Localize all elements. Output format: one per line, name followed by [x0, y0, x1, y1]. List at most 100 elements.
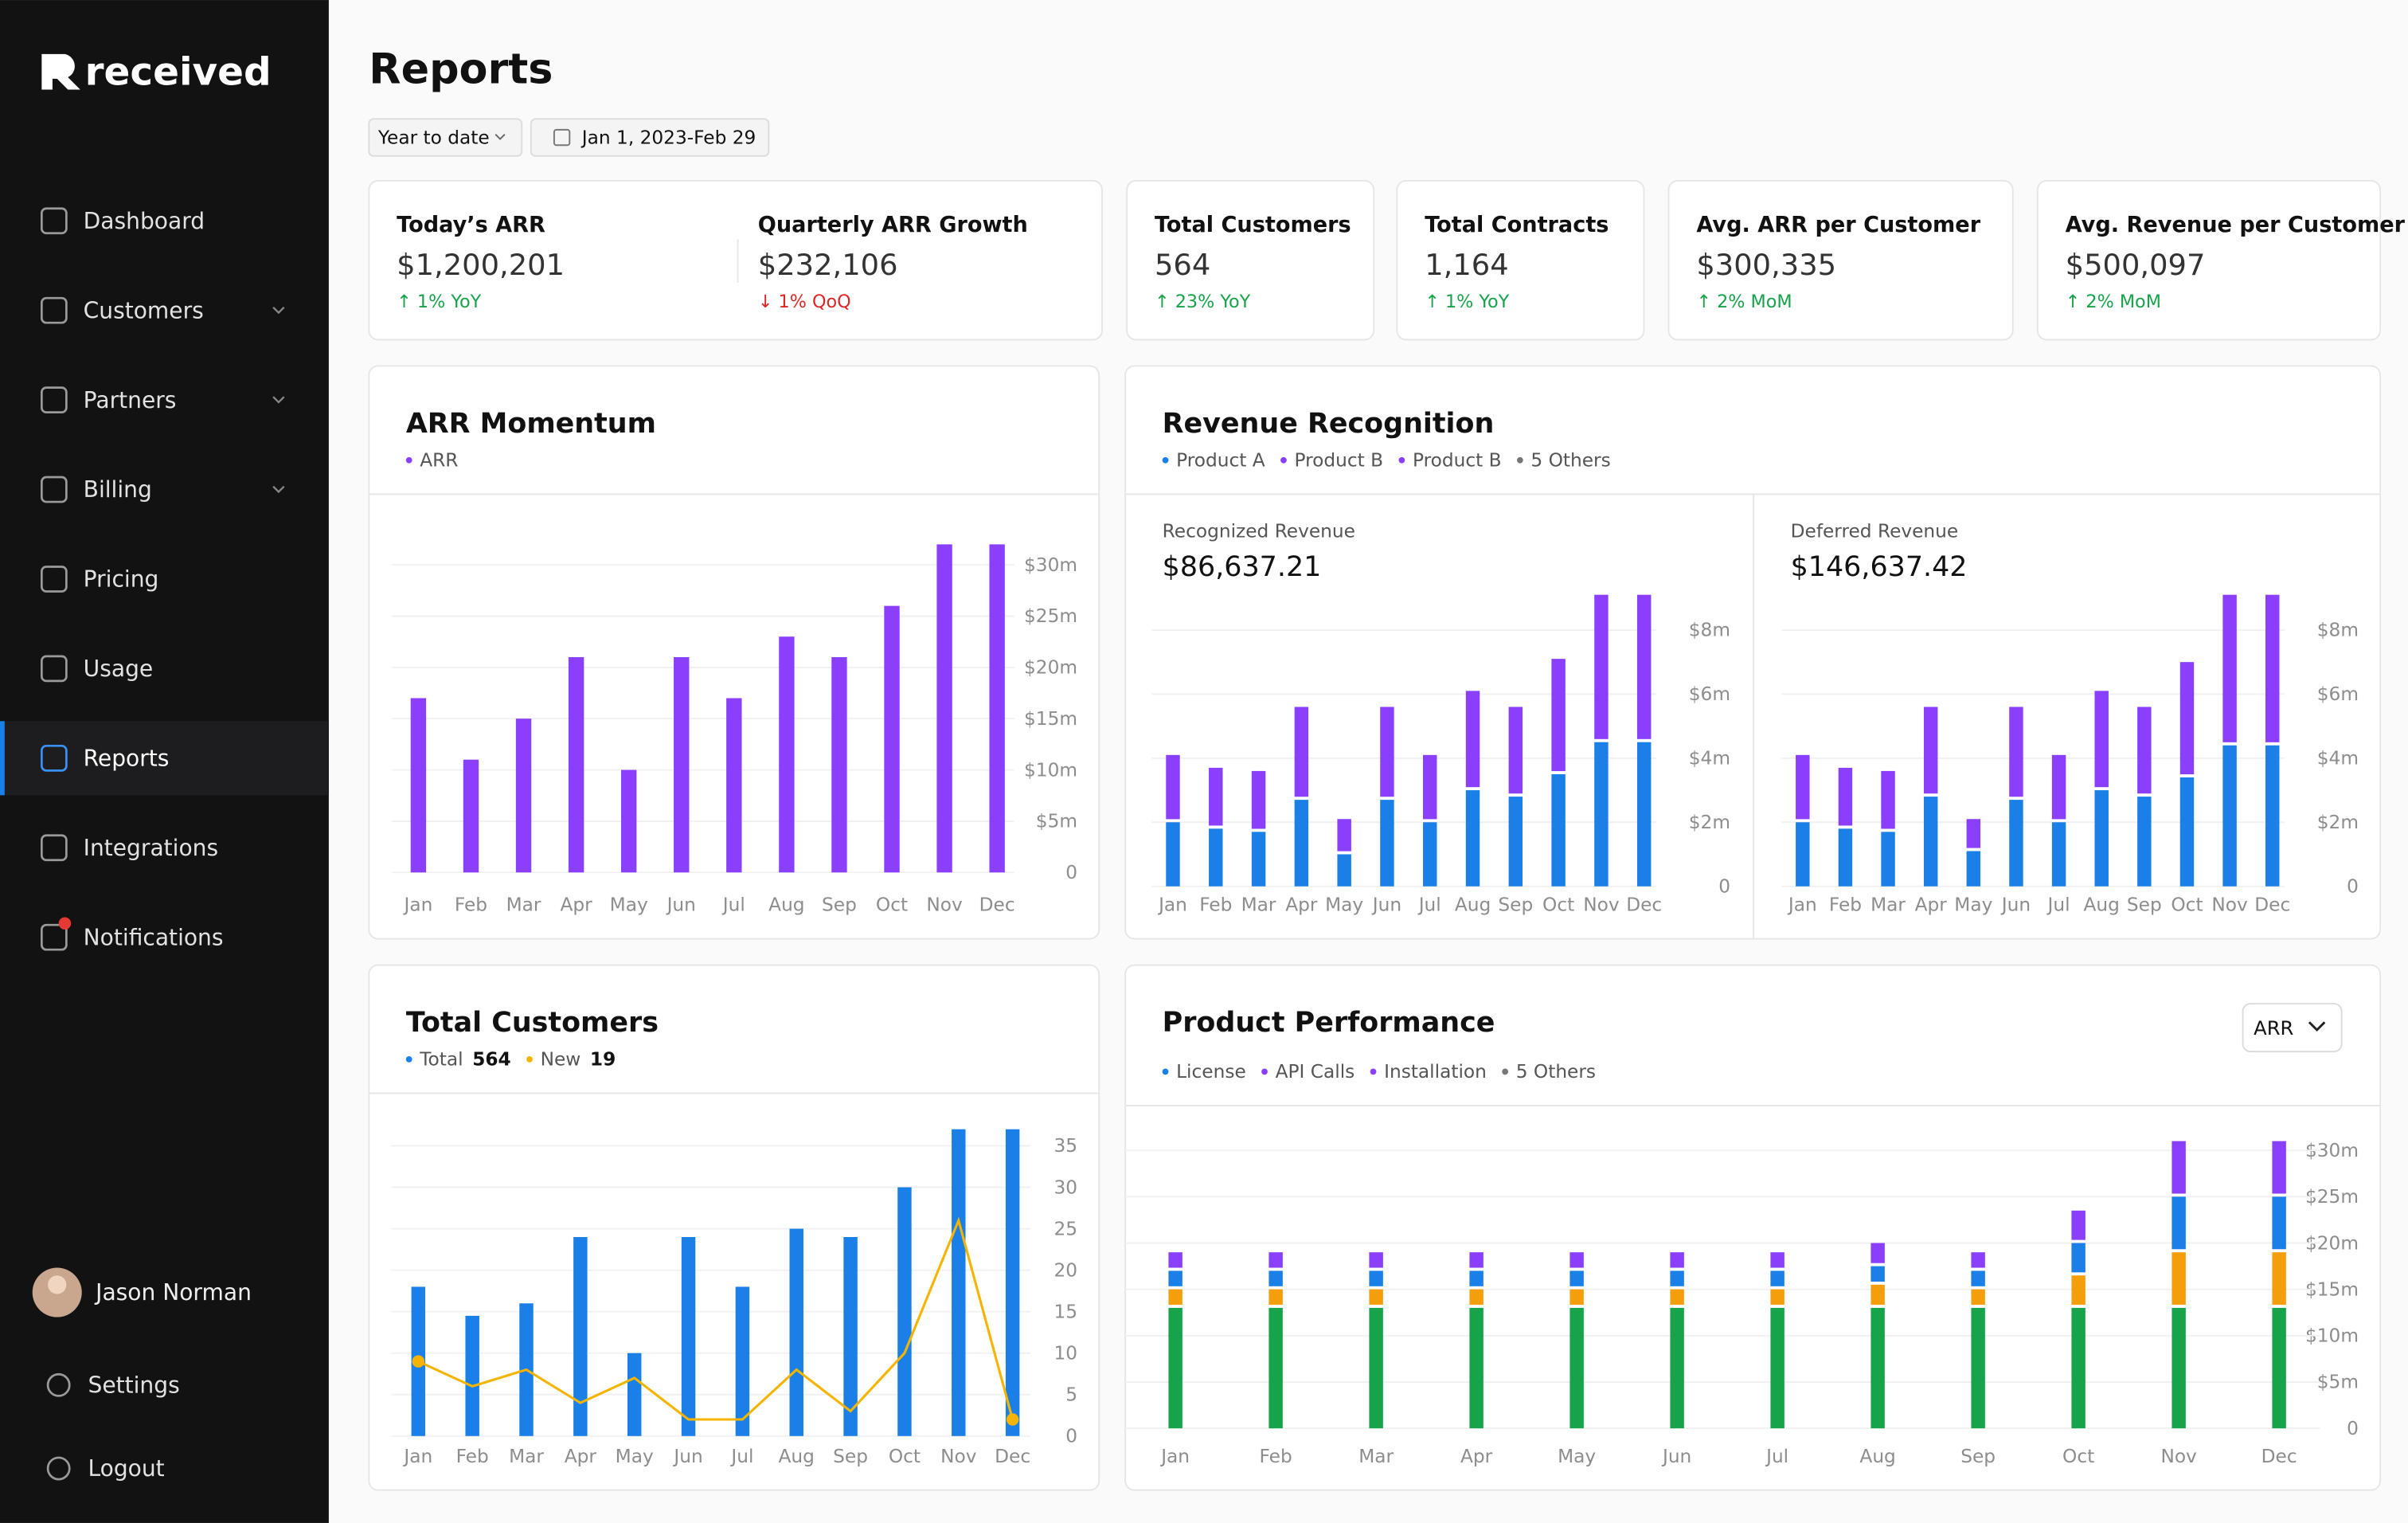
y-tick-label: 35 — [1054, 1135, 1077, 1157]
user-name[interactable]: Jason Norman — [94, 1279, 252, 1306]
bar — [1465, 790, 1480, 887]
y-tick-label: $30m — [1024, 554, 1077, 576]
x-tick-label: Mar — [509, 1446, 544, 1467]
bar — [2272, 1196, 2286, 1250]
legend-value: 564 — [472, 1049, 511, 1071]
bar — [1268, 1252, 1283, 1268]
legend-dot — [1280, 456, 1287, 464]
bar — [1380, 707, 1394, 797]
legend-dot — [1162, 456, 1169, 464]
bar — [1551, 773, 1566, 887]
nav-icon — [40, 296, 68, 324]
nav-item[interactable]: Billing — [84, 476, 152, 503]
bar — [1168, 1252, 1182, 1268]
legend-label: 5 Others — [1516, 1061, 1596, 1083]
bar — [1469, 1289, 1484, 1306]
x-tick-label: Mar — [1358, 1446, 1394, 1467]
x-tick-label: Apr — [1460, 1446, 1493, 1467]
bar — [1636, 594, 1652, 739]
chevron — [494, 134, 506, 140]
bar — [1469, 1252, 1484, 1268]
legend-dot — [1502, 1068, 1509, 1075]
bar — [1870, 1266, 1885, 1282]
kpi-value: $1,200,201 — [397, 248, 565, 282]
x-tick-label: Jan — [402, 895, 432, 916]
x-tick-label: Aug — [779, 1446, 815, 1467]
y-tick-label: 15 — [1054, 1301, 1077, 1322]
bar — [568, 656, 584, 873]
x-tick-label: Feb — [455, 895, 487, 916]
bar — [2051, 822, 2066, 887]
y-tick-label: $25m — [1024, 605, 1077, 627]
nav-item[interactable]: Integrations — [84, 835, 218, 861]
page-title: Reports — [369, 45, 553, 94]
bar — [1570, 1252, 1584, 1268]
bar — [1881, 832, 1895, 887]
metric-select[interactable] — [2242, 1003, 2343, 1053]
bar — [2272, 1141, 2286, 1194]
footer-item[interactable]: Settings — [88, 1372, 179, 1399]
nav-icon — [40, 207, 68, 235]
bar — [2051, 754, 2066, 820]
x-tick-label: Dec — [2261, 1446, 2297, 1467]
bar — [1294, 800, 1309, 887]
kpi-label: Avg. ARR per Customer — [1696, 213, 1980, 237]
nav-item[interactable]: Usage — [84, 656, 154, 682]
chart-title: Revenue Recognition — [1163, 408, 1495, 440]
bar — [1166, 822, 1180, 887]
kpi-card — [1126, 179, 1375, 341]
footer-item[interactable]: Logout — [88, 1455, 164, 1482]
x-tick-label: Nov — [2211, 895, 2248, 916]
nav-item[interactable]: Reports — [84, 746, 170, 772]
nav-icon — [40, 834, 68, 862]
x-tick-label: Oct — [1542, 895, 1574, 916]
bar — [2071, 1275, 2086, 1306]
y-tick-label: $4m — [1689, 748, 1730, 769]
line-point — [412, 1355, 425, 1368]
x-tick-label: Nov — [926, 895, 963, 916]
bar — [1168, 1289, 1182, 1306]
x-tick-label: Sep — [2127, 895, 2162, 916]
bar — [1465, 691, 1480, 788]
nav-item[interactable]: Customers — [84, 297, 204, 323]
period-select[interactable] — [368, 118, 523, 157]
bar — [2222, 594, 2237, 742]
kpi-row: Today’s ARR $1,200,201 ↑ 1% YoY Quarterly A… — [368, 179, 2406, 341]
chart-title: Product Performance — [1163, 1007, 1495, 1039]
bar — [1005, 1129, 1020, 1436]
x-tick-label: Jun — [666, 895, 696, 916]
y-tick-label: $5m — [1036, 811, 1077, 832]
bar — [2071, 1243, 2086, 1273]
nav-item[interactable]: Partners — [84, 387, 177, 413]
legend-dot — [526, 1055, 533, 1063]
nav-item[interactable]: Dashboard — [84, 208, 205, 234]
x-tick-label: Nov — [940, 1446, 977, 1467]
bar — [1337, 819, 1351, 852]
y-tick-label: $4m — [2317, 748, 2359, 769]
y-tick-label: $6m — [2317, 683, 2359, 705]
bar — [2094, 790, 2109, 887]
bar — [1423, 754, 1437, 820]
bar — [1508, 707, 1523, 794]
x-tick-label: Jan — [1157, 895, 1187, 916]
x-tick-label: Jul — [1417, 895, 1441, 916]
bar — [2137, 707, 2152, 794]
kpi-label: Avg. Revenue per Customer — [2066, 213, 2406, 237]
chevron — [272, 485, 285, 494]
chevron — [272, 396, 285, 404]
nav-item[interactable]: Notifications — [84, 924, 224, 950]
legend-label: ARR — [420, 449, 458, 471]
bar — [515, 718, 532, 873]
bar — [2265, 745, 2280, 887]
bar — [1251, 770, 1266, 829]
bar — [1971, 1270, 1985, 1286]
legend-dot — [405, 456, 412, 464]
bar — [789, 1228, 803, 1436]
line-point — [1006, 1413, 1019, 1426]
x-tick-label: Sep — [833, 1446, 868, 1467]
date-picker[interactable] — [530, 118, 770, 157]
nav-item[interactable]: Pricing — [84, 566, 159, 593]
bar — [1594, 594, 1609, 739]
legend-label: New — [541, 1049, 581, 1071]
x-tick-label: Nov — [1583, 895, 1620, 916]
